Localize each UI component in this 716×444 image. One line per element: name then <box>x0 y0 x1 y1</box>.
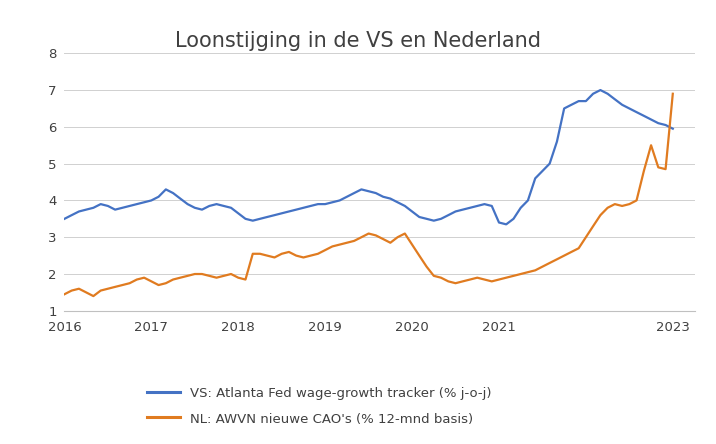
Text: Loonstijging in de VS en Nederland: Loonstijging in de VS en Nederland <box>175 31 541 51</box>
Legend: VS: Atlanta Fed wage-growth tracker (% j-o-j), NL: AWVN nieuwe CAO's (% 12-mnd b: VS: Atlanta Fed wage-growth tracker (% j… <box>147 387 492 426</box>
